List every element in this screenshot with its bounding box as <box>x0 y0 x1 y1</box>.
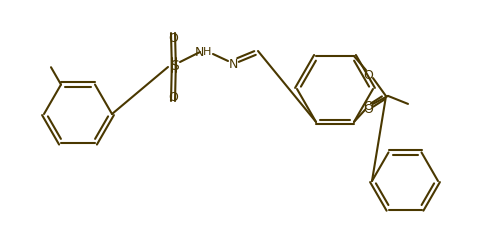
Text: H: H <box>203 47 211 57</box>
Text: O: O <box>363 100 373 113</box>
Text: O: O <box>168 91 178 104</box>
Text: O: O <box>168 31 178 44</box>
Text: O: O <box>363 102 373 115</box>
Text: O: O <box>363 68 373 81</box>
Text: N: N <box>195 45 204 58</box>
Text: S: S <box>170 59 178 73</box>
Text: N: N <box>228 58 238 71</box>
